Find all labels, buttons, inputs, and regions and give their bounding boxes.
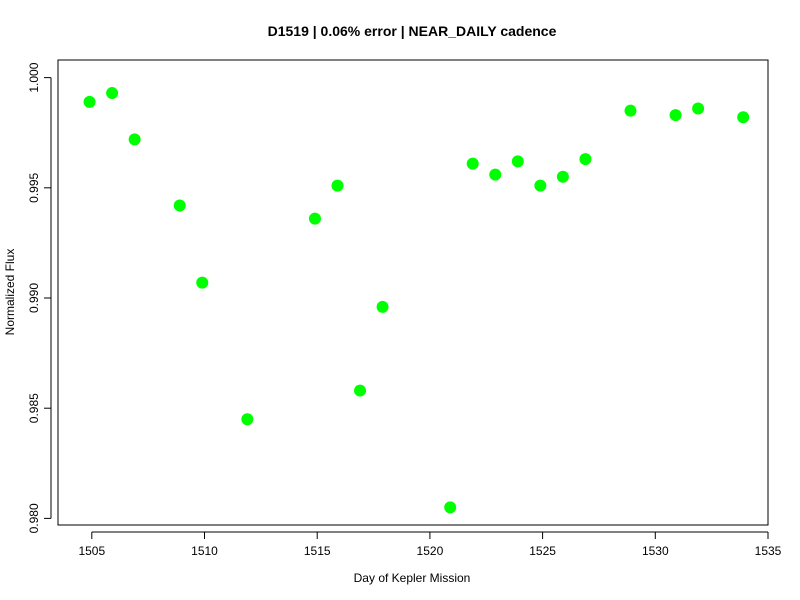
data-point <box>106 87 119 100</box>
data-point <box>692 102 705 115</box>
data-point <box>624 104 637 117</box>
x-axis: 1505 1510 1515 1520 1525 1530 1535 <box>78 531 782 558</box>
chart-title: D1519 | 0.06% error | NEAR_DAILY cadence <box>268 23 557 39</box>
data-points <box>83 87 750 514</box>
data-point <box>376 300 389 313</box>
x-tick-label: 1510 <box>191 544 218 558</box>
data-point <box>444 501 457 514</box>
data-point <box>534 179 547 192</box>
y-axis-label: Normalized Flux <box>3 249 17 336</box>
data-point <box>308 212 321 225</box>
data-point <box>737 111 750 124</box>
x-tick-label: 1520 <box>417 544 444 558</box>
y-tick-label: 0.985 <box>27 393 41 423</box>
y-axis: 0.980 0.985 0.990 0.995 1.000 <box>27 62 52 533</box>
data-point <box>173 199 186 212</box>
data-point <box>331 179 344 192</box>
plot-frame <box>57 59 769 526</box>
y-tick-label: 0.995 <box>27 172 41 202</box>
data-point <box>556 170 569 183</box>
data-point <box>579 153 592 166</box>
data-point <box>511 155 524 168</box>
y-tick-label: 1.000 <box>27 62 41 92</box>
y-tick-label: 0.980 <box>27 503 41 533</box>
data-point <box>196 276 209 289</box>
x-tick-label: 1505 <box>78 544 105 558</box>
data-point <box>241 413 254 426</box>
x-tick-label: 1515 <box>304 544 331 558</box>
data-point <box>83 95 96 108</box>
data-point <box>669 109 682 122</box>
x-tick-label: 1535 <box>755 544 782 558</box>
data-point <box>466 157 479 170</box>
data-point <box>128 133 141 146</box>
data-point <box>354 384 367 397</box>
x-tick-label: 1525 <box>529 544 556 558</box>
x-axis-label: Day of Kepler Mission <box>354 571 471 585</box>
data-point <box>489 168 502 181</box>
x-tick-label: 1530 <box>642 544 669 558</box>
y-tick-label: 0.990 <box>27 283 41 313</box>
